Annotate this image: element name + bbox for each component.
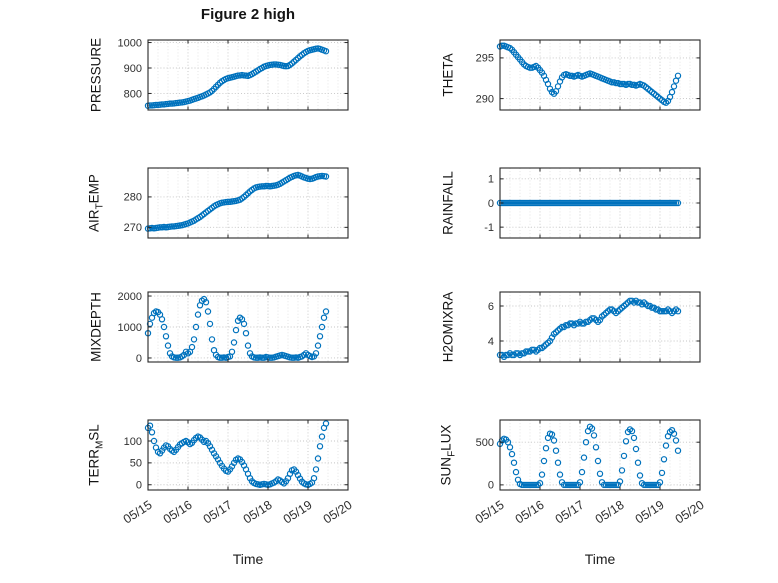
pressure-plot: 800 900 1000 <box>118 37 349 111</box>
x-tick-label: 05/15 <box>121 498 155 527</box>
pressure-series <box>144 45 330 109</box>
y-tick-label: 900 <box>124 63 142 75</box>
figure-title: Figure 2 high <box>200 6 296 23</box>
x-tick-label: 05/19 <box>281 498 315 527</box>
y-tick-label: 280 <box>124 192 142 204</box>
y-tick-label: 1 <box>488 174 494 186</box>
y-tick-label: 2000 <box>118 291 142 303</box>
y-tick-label: 290 <box>476 93 494 105</box>
airtemp-plot: 270 280 <box>124 167 349 239</box>
sun_flux-series <box>496 423 682 489</box>
h2omixra-series <box>496 297 682 361</box>
y-tick-label: 50 <box>130 458 142 470</box>
x-tick-label: 05/17 <box>201 498 235 527</box>
xlabel-time-left: Time <box>232 551 264 567</box>
y-tick-label: 0 <box>136 480 142 492</box>
subplot-pressure: PRESSURE 800 900 1000 <box>58 30 350 122</box>
y-tick-label: 0 <box>488 480 494 492</box>
x-tick-label: 05/15 <box>473 498 507 527</box>
y-tick-label: 295 <box>476 53 494 65</box>
x-tick-label: 05/20 <box>321 498 355 527</box>
y-tick-label: -1 <box>484 222 494 234</box>
theta-series <box>496 42 682 106</box>
y-tick-label: 100 <box>124 436 142 448</box>
x-tick-label: 05/19 <box>633 498 667 527</box>
y-tick-label: 1000 <box>118 322 142 334</box>
y-tick-label: 4 <box>488 336 494 348</box>
terrmsl-plot: 0 50 100 05/15 05/16 05/17 05/18 05/19 05/20 <box>121 419 355 527</box>
x-tick-label: 05/16 <box>161 498 195 527</box>
y-tick-label: 270 <box>124 222 142 234</box>
xlabel-time-right: Time <box>584 551 616 567</box>
subplot-rainfall: RAINFALL -1 0 1 <box>410 158 702 250</box>
x-tick-label: 05/18 <box>241 498 275 527</box>
rainfall-series <box>496 199 682 207</box>
y-tick-label: 6 <box>488 301 494 313</box>
y-tick-label: 0 <box>488 198 494 210</box>
subplot-theta: THETA 290 295 <box>410 30 702 122</box>
theta-plot: 290 295 <box>476 39 701 111</box>
sunflux-plot: 0 500 05/15 05/16 05/17 05/18 05/19 05/20 <box>473 419 707 527</box>
y-tick-label: 500 <box>476 437 494 449</box>
x-tick-label: 05/20 <box>673 498 707 527</box>
x-tick-label: 05/17 <box>553 498 587 527</box>
y-tick-label: 0 <box>136 353 142 365</box>
air_temp-series <box>144 171 330 232</box>
subplot-airtemp: AIRTEMP 270 280 <box>58 158 350 250</box>
mixdepth-plot: 0 1000 2000 <box>118 291 349 365</box>
subplot-mixdepth: MIXDEPTH 0 1000 2000 <box>58 282 350 374</box>
x-tick-label: 05/16 <box>513 498 547 527</box>
h2omixra-plot: 46 <box>488 291 701 363</box>
y-tick-label: 800 <box>124 88 142 100</box>
subplot-sunflux: SUNFLUX 0 500 05/15 05/16 05/17 05/18 05/19 05/… <box>410 410 707 565</box>
terr_msl-series <box>144 420 330 489</box>
x-tick-label: 05/18 <box>593 498 627 527</box>
mixdepth-series <box>144 295 330 361</box>
y-tick-label: 1000 <box>118 37 142 49</box>
rainfall-plot: -1 0 1 <box>484 167 701 239</box>
subplot-terrmsl: TERRMSL 0 50 100 05/15 05/16 05/17 05/18 05/19 0… <box>58 410 355 565</box>
